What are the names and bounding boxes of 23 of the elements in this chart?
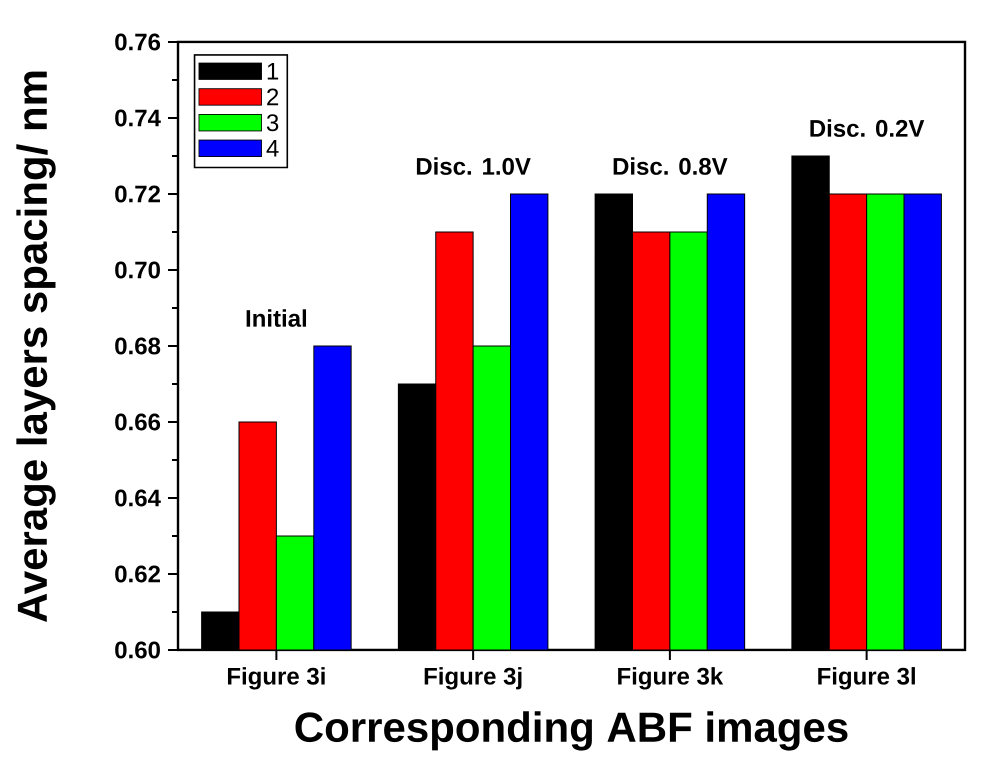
x-tick-label: Figure 3l <box>818 667 915 690</box>
y-tick-label: 0.72 <box>115 185 160 202</box>
legend-label: 1 <box>268 62 278 80</box>
x-axis-title: Corresponding ABF images <box>296 711 848 751</box>
y-tick-label: 0.70 <box>115 261 160 278</box>
annotation: Initial <box>246 309 306 327</box>
y-tick-label: 0.68 <box>115 338 160 354</box>
legend-label: 3 <box>266 114 278 132</box>
y-axis-title: Average layers spacing/ nm <box>16 72 56 622</box>
x-tick-label: Figure 3j <box>424 667 522 690</box>
annotation: Disc. 0.8V <box>614 157 728 175</box>
legend-label: 4 <box>266 140 279 156</box>
legend-label: 2 <box>267 88 278 106</box>
y-tick-label: 0.74 <box>115 110 161 126</box>
y-tick-label: 0.62 <box>115 565 160 582</box>
y-tick-label: 0.64 <box>115 490 161 506</box>
x-tick-label: Figure 3i <box>228 667 325 690</box>
y-tick-label: 0.66 <box>115 413 160 430</box>
annotation: Disc. 1.0V <box>416 157 531 175</box>
annotation: Disc. 0.2V <box>810 119 924 137</box>
y-tick-label: 0.60 <box>115 641 160 658</box>
x-tick-label: Figure 3k <box>618 667 724 690</box>
y-tick-label: 0.76 <box>115 33 160 50</box>
